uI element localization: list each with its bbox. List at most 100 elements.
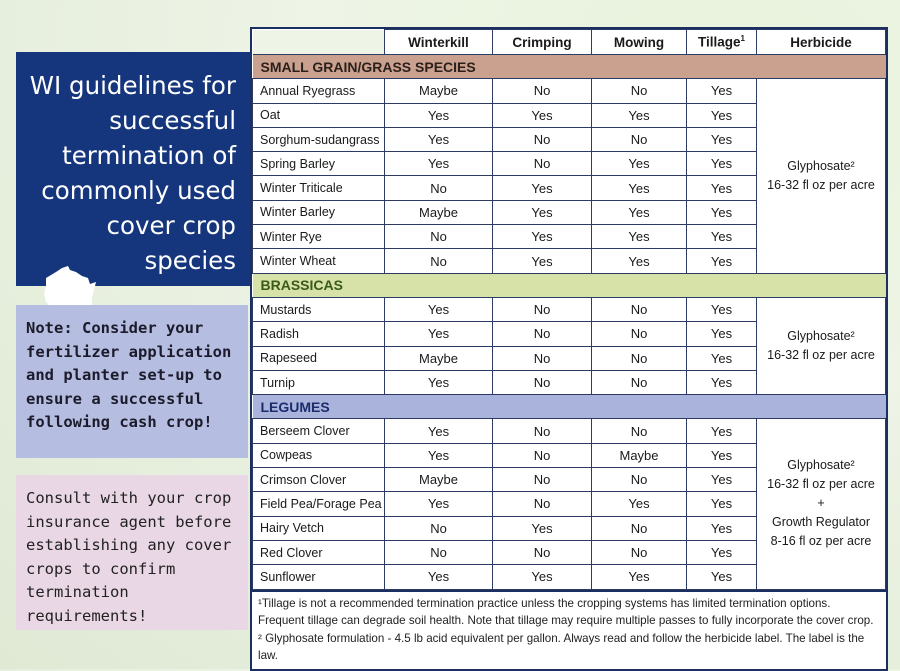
species-name: Mustards [252,296,385,323]
footnotes: ¹Tillage is not a recommended terminatio… [252,589,886,669]
cell-value: No [384,539,493,566]
cell-value: No [591,296,687,323]
cell-value: Yes [686,199,757,226]
species-name: Rapeseed [252,345,385,371]
table-row: Mustards Yes No No Yes Glyphosate² 16-32 fl oz… [252,296,886,396]
cell-value: No [384,515,493,541]
cell-value: Yes [591,491,687,517]
cell-value: Yes [686,248,757,274]
cell-value: Yes [591,224,687,250]
herbicide-recommendation: Glyphosate² 16-32 fl oz per acre [756,296,886,396]
cell-value: Yes [591,564,687,590]
table-row: Radish Yes No No Yes [252,321,886,347]
title-line: termination of [62,141,236,170]
species-name: Sunflower [252,564,385,590]
cell-value: No [492,467,592,493]
cell-value: Yes [492,199,592,226]
table-row: Cowpeas Yes No Maybe Yes [252,442,886,469]
section-title: LEGUMES [252,394,886,420]
title-line: commonly used [41,176,236,205]
cell-value: Maybe [384,78,493,104]
cell-value: Yes [686,151,757,177]
column-header-label: Crimping [512,34,572,50]
title-panel: WI guidelines for successful termination o… [16,52,250,324]
herbicide-line: 16-32 fl oz per acre [767,177,875,192]
cell-value: Yes [591,175,687,201]
cell-value: No [384,224,493,250]
herbicide-line: 16-32 fl oz per acre [767,477,875,492]
cell-value: Yes [384,296,493,323]
cell-value: Yes [492,515,592,541]
species-name: Winter Barley [252,199,385,226]
cell-value: No [492,418,592,444]
cell-value: Yes [384,321,493,347]
herbicide-line: Glyphosate² [787,458,855,473]
table-row: Sunflower Yes Yes Yes Yes [252,564,886,590]
cell-value: No [591,539,687,566]
table-row: Hairy Vetch No Yes No Yes [252,515,886,541]
note-fertilizer: Note: Consider your fertilizer applicati… [16,305,248,458]
cell-value: Yes [686,442,757,469]
cell-value: Yes [686,369,757,396]
species-name: Oat [252,102,385,128]
column-header-tillage: Tillage1 [686,29,757,55]
cell-value: Yes [384,369,493,396]
table-row: Crimson Clover Maybe No No Yes [252,467,886,493]
herbicide-line: Growth Regulator [772,515,870,530]
section-header: SMALL GRAIN/GRASS SPECIES [252,53,886,80]
cell-value: Yes [686,321,757,347]
cell-value: Yes [591,248,687,274]
footnote-marker: 1 [740,34,745,44]
column-header-label: Mowing [613,34,665,50]
column-header-crimping: Crimping [492,29,592,55]
herbicide-line: 8-16 fl oz per acre [770,534,872,549]
cell-value: Maybe [384,199,493,226]
table-row: Rapeseed Maybe No No Yes [252,345,886,371]
cell-value: Yes [384,151,493,177]
column-header-mowing: Mowing [591,29,687,55]
cell-value: No [492,442,592,469]
cell-value: Yes [686,126,757,153]
termination-table: Winterkill Crimping Mowing Tillage1 Herbicid… [250,27,888,671]
species-name: Red Clover [252,539,385,566]
herbicide-recommendation: Glyphosate² 16-32 fl oz per acre + Growth R… [756,418,886,590]
herbicide-line: Glyphosate² [787,158,855,173]
table-row: Turnip Yes No No Yes [252,369,886,396]
species-name: Winter Wheat [252,248,385,274]
cell-value: Yes [686,345,757,371]
species-name: Cowpeas [252,442,385,469]
cell-value: No [492,539,592,566]
cell-value: No [591,345,687,371]
table-row: Sorghum-sudangrass Yes No No Yes [252,126,886,153]
cell-value: Yes [384,126,493,153]
cell-value: Yes [384,442,493,469]
cell-value: No [384,248,493,274]
cell-value: Yes [686,224,757,250]
title-line: WI guidelines for [29,71,236,100]
cell-value: Yes [384,491,493,517]
footnote-1: ¹Tillage is not a recommended terminatio… [258,596,874,628]
herbicide-line: 16-32 fl oz per acre [767,348,875,363]
cell-value: Yes [686,418,757,444]
species-name: Crimson Clover [252,467,385,493]
cell-value: Yes [686,296,757,323]
cell-value: Maybe [591,442,687,469]
column-header-label: Herbicide [790,34,852,50]
cell-value: Yes [591,102,687,128]
cell-value: Yes [591,199,687,226]
cell-value: No [492,296,592,323]
title-line: cover crop [106,211,236,240]
species-name: Spring Barley [252,151,385,177]
cell-value: No [591,515,687,541]
cell-value: No [492,369,592,396]
cell-value: No [492,151,592,177]
column-header-winterkill: Winterkill [384,29,493,55]
herbicide-line: + [817,496,825,511]
cell-value: Maybe [384,345,493,371]
species-name: Sorghum-sudangrass [252,126,385,153]
title-line: successful [109,106,236,135]
cell-value: Yes [686,78,757,104]
cell-value: No [591,369,687,396]
table-row: Red Clover No No No Yes [252,539,886,566]
cell-value: No [492,345,592,371]
